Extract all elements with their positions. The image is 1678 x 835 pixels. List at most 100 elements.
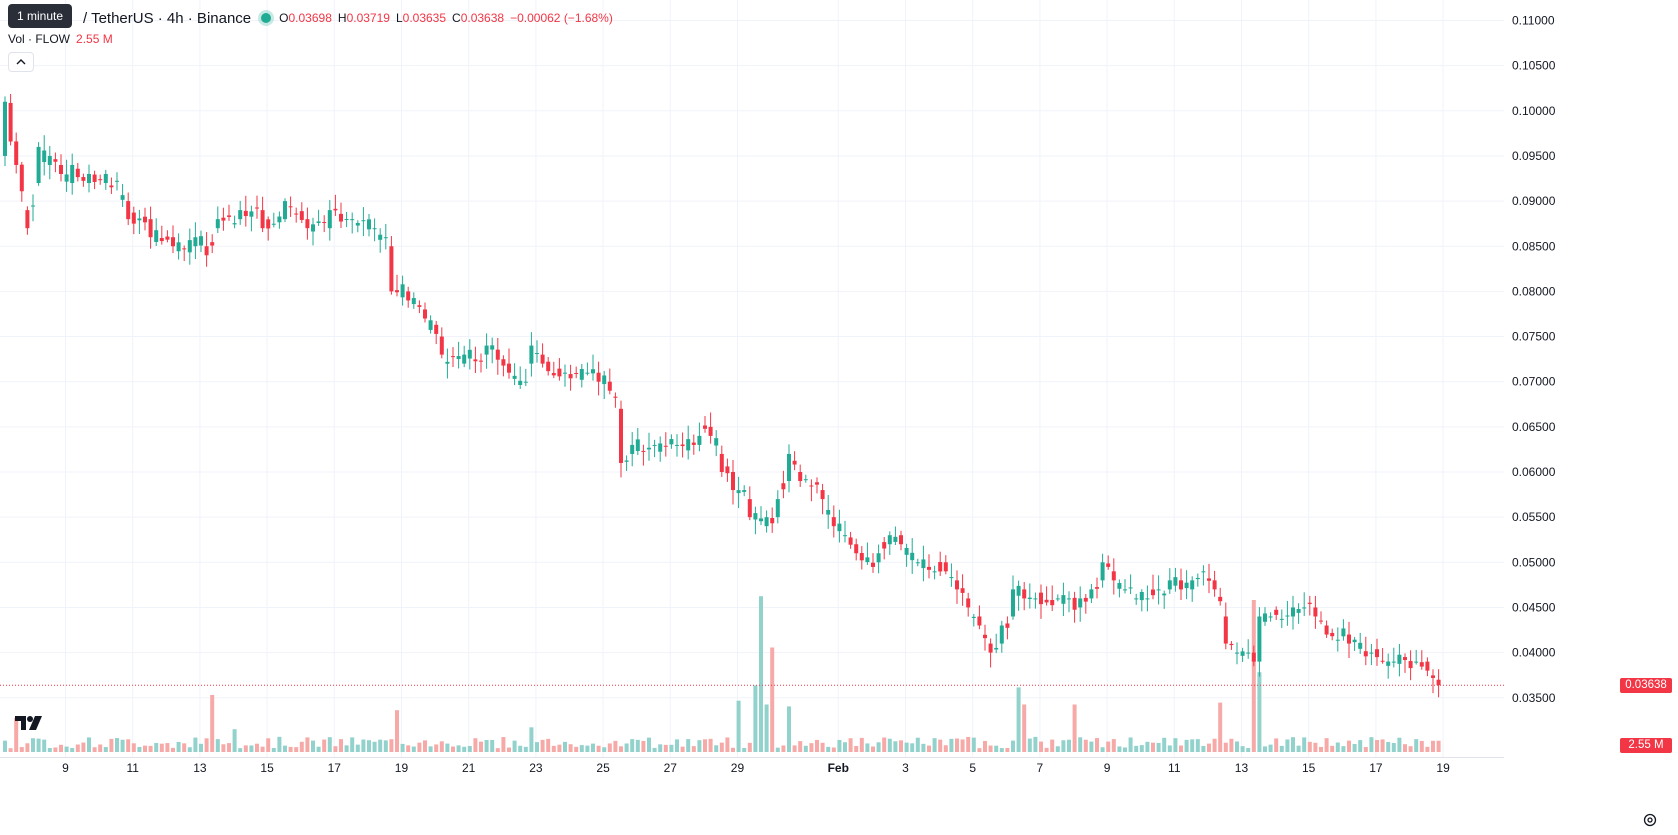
volume-bar (798, 741, 803, 752)
candle-body (1050, 600, 1055, 606)
candle-body (535, 353, 539, 355)
volume-bar (451, 746, 455, 752)
candle-body (663, 445, 668, 447)
candle-body (759, 518, 763, 522)
volume-bar (1414, 739, 1419, 752)
volume-bar (1358, 740, 1363, 752)
volume-bar (103, 747, 108, 752)
volume-bar (1397, 737, 1402, 752)
volume-bar (725, 737, 730, 752)
volume-bar (1425, 746, 1430, 752)
market-status-icon[interactable] (261, 13, 272, 23)
volume-bar (1218, 702, 1223, 752)
price-axis[interactable]: 0.11000 0.10500 0.10000 0.09500 0.09000 0.085… (1512, 14, 1556, 705)
candle-body (98, 179, 103, 181)
candle-body (266, 219, 271, 229)
candle-body (1111, 571, 1116, 581)
volume-bar (81, 742, 86, 752)
candle-body (316, 221, 321, 224)
volume-bar (333, 746, 338, 752)
volume-bar (675, 739, 679, 752)
volume-bar (31, 738, 35, 752)
volume-bar (1190, 739, 1195, 752)
volume-bar (1173, 738, 1178, 752)
settings-gear-icon[interactable] (1642, 812, 1658, 828)
volume-bar (98, 744, 103, 752)
volume-bar (882, 737, 887, 752)
volume-bar (215, 739, 220, 752)
collapse-legend-button[interactable] (8, 52, 34, 72)
candle-body (445, 361, 450, 364)
volume-bar (378, 739, 383, 752)
candle-body (383, 237, 388, 239)
volume-bar (187, 747, 192, 752)
volume-bar (938, 739, 943, 752)
volume-bar (1257, 672, 1262, 752)
time-tick-label: 17 (1369, 761, 1383, 775)
volume-bar (647, 737, 651, 752)
candle-body (602, 375, 607, 385)
volume-bar (848, 738, 853, 752)
candle-body (507, 363, 511, 373)
candle-body (25, 210, 30, 229)
volume-legend[interactable]: Vol · FLOW 2.55 M (8, 32, 113, 46)
candle-body (1285, 615, 1290, 617)
candle-body (70, 164, 75, 184)
tradingview-logo-icon[interactable] (14, 712, 44, 734)
volume-bar (1055, 746, 1060, 752)
volume-bar (1240, 746, 1245, 752)
volume-bar (75, 744, 80, 752)
time-tick-label: 21 (462, 761, 476, 775)
volume-bar (1011, 740, 1015, 752)
time-tick-label: 15 (1302, 761, 1316, 775)
volume-bar (1128, 737, 1133, 752)
candle-body (1386, 661, 1391, 666)
candle-body (725, 466, 730, 474)
volume-bar (1005, 747, 1010, 752)
candle-body (1240, 651, 1245, 656)
candle-body (736, 490, 741, 494)
volume-bar (389, 739, 394, 752)
candle-body (1319, 620, 1323, 622)
candle-body (938, 562, 943, 572)
candle-body (495, 349, 500, 360)
volume-bar (1089, 741, 1094, 752)
volume-bar (361, 739, 366, 752)
volume-bar (350, 737, 355, 752)
volume-bar (131, 743, 136, 752)
volume-bar (316, 746, 321, 752)
candle-body (798, 472, 803, 482)
candle-body (557, 368, 562, 377)
volume-bar (792, 745, 797, 752)
volume-bar (736, 700, 741, 752)
candle-body (591, 369, 595, 374)
volume-bar (613, 740, 618, 752)
volume-bar (1145, 741, 1150, 752)
candle-body (378, 234, 383, 240)
time-axis[interactable]: 9 11 13 15 17 19 21 23 25 27 29 Feb 3 5 7 9 11 13 15 17 19 (62, 761, 1450, 775)
volume-bar (1352, 743, 1357, 752)
price-tick-label: 0.11000 (1512, 14, 1555, 28)
candle-body (137, 218, 142, 221)
candle-body (871, 562, 875, 567)
volume-bar (820, 742, 825, 752)
volume-bar (159, 743, 164, 752)
volume-bar (490, 739, 495, 752)
candle-body (1347, 634, 1351, 644)
volume-bar (563, 741, 567, 752)
volume-bar (949, 738, 954, 752)
candle-body (613, 396, 618, 398)
candle-body (568, 374, 573, 379)
volume-bar (932, 738, 937, 752)
volume-bar (887, 738, 892, 752)
symbol-title[interactable]: / TetherUS · 4h · Binance (83, 9, 252, 27)
candle-body (333, 208, 338, 211)
volume-bar (781, 745, 786, 752)
volume-bar (243, 745, 248, 752)
time-tick-label: 9 (62, 761, 69, 775)
candle-body (619, 408, 623, 463)
volume-bar (294, 747, 299, 752)
candle-body (389, 246, 394, 292)
volume-bar (574, 746, 579, 752)
